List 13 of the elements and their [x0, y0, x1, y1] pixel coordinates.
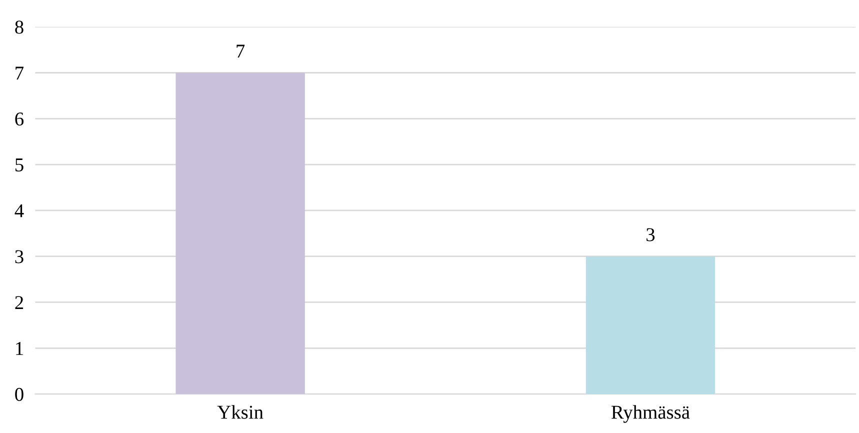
y-tick-label: 1: [16, 342, 23, 355]
y-tick-label: 0: [15, 388, 24, 401]
x-tick-label: Ryhmässä: [611, 405, 690, 423]
y-tick-label: 3: [15, 250, 24, 264]
data-label: 3: [646, 228, 655, 242]
y-tick-label: 6: [15, 112, 24, 126]
y-tick-label: 7: [16, 66, 24, 80]
y-tick-label: 5: [16, 158, 24, 172]
y-tick-label: 2: [15, 296, 24, 309]
y-tick-label: 4: [14, 204, 24, 218]
y-tick-label: 8: [15, 20, 24, 34]
data-label: 7: [236, 44, 245, 58]
x-tick-label: Yksin: [217, 405, 264, 419]
